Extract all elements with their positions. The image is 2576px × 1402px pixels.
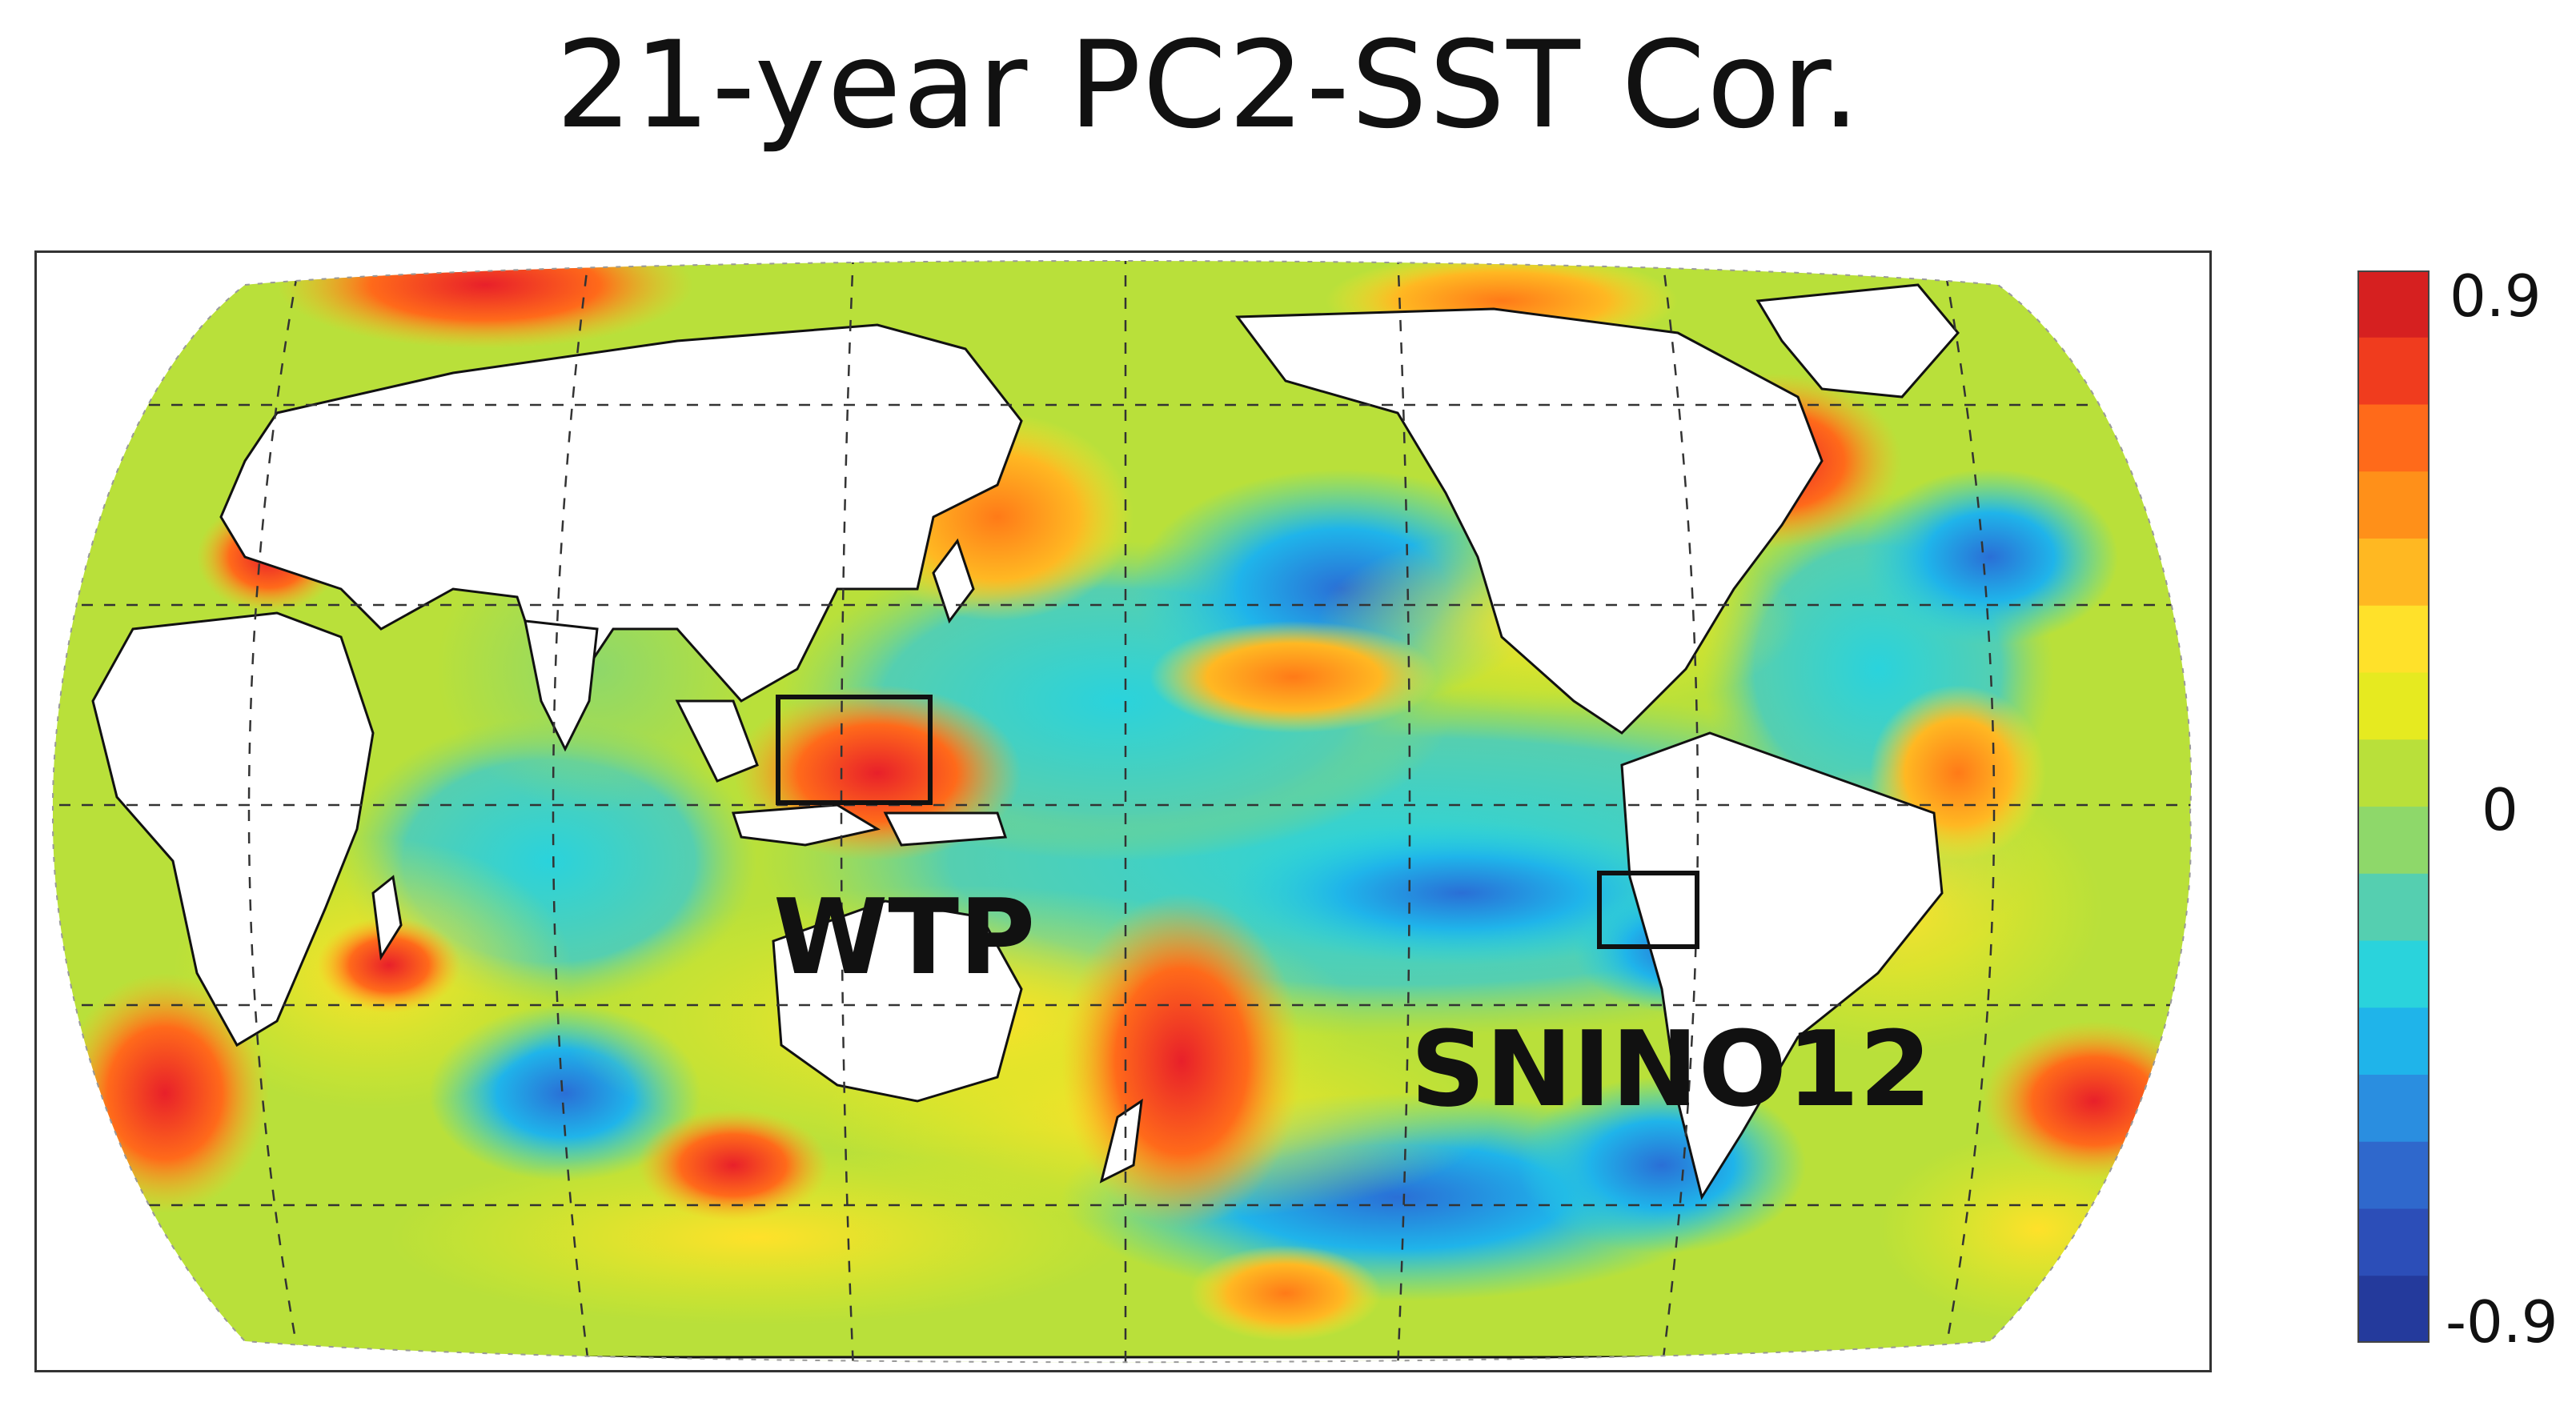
chart-title: 21-year PC2-SST Cor. [556,16,1862,155]
colorbar-tick-zero: 0 [2482,776,2518,843]
colorbar-border [2357,270,2430,1343]
colorbar [2357,270,2430,1343]
colorbar-tick-max: 0.9 [2450,262,2542,330]
wtp-label: WTP [773,876,1035,998]
colorbar-swatch [2357,270,2430,338]
colorbar-swatches [2357,270,2430,1343]
sst-correlation-map: WTP SNINO12 [51,260,2193,1364]
colorbar-swatch [2357,807,2430,875]
ocean-field [52,261,2192,1363]
graticule [52,261,2192,1363]
colorbar-swatch [2357,1007,2430,1076]
colorbar-swatch [2357,739,2430,807]
colorbar-swatch [2357,539,2430,607]
colorbar-tick-min: -0.9 [2446,1288,2558,1356]
colorbar-swatch [2357,1075,2430,1143]
snino12-box [1597,871,1699,949]
colorbar-swatch [2357,1208,2430,1276]
colorbar-swatch [2357,404,2430,472]
colorbar-swatch [2357,1141,2430,1209]
colorbar-swatch [2357,337,2430,405]
colorbar-swatch [2357,672,2430,740]
wtp-box [776,695,933,805]
colorbar-swatch [2357,873,2430,941]
globe-outline [51,260,2193,1364]
continents [52,283,2192,1363]
colorbar-swatch [2357,471,2430,539]
colorbar-swatch [2357,940,2430,1008]
map-panel: WTP SNINO12 [34,250,2212,1372]
colorbar-swatch [2357,605,2430,673]
snino12-label: SNINO12 [1410,1008,1932,1130]
colorbar-swatch [2357,1276,2430,1343]
